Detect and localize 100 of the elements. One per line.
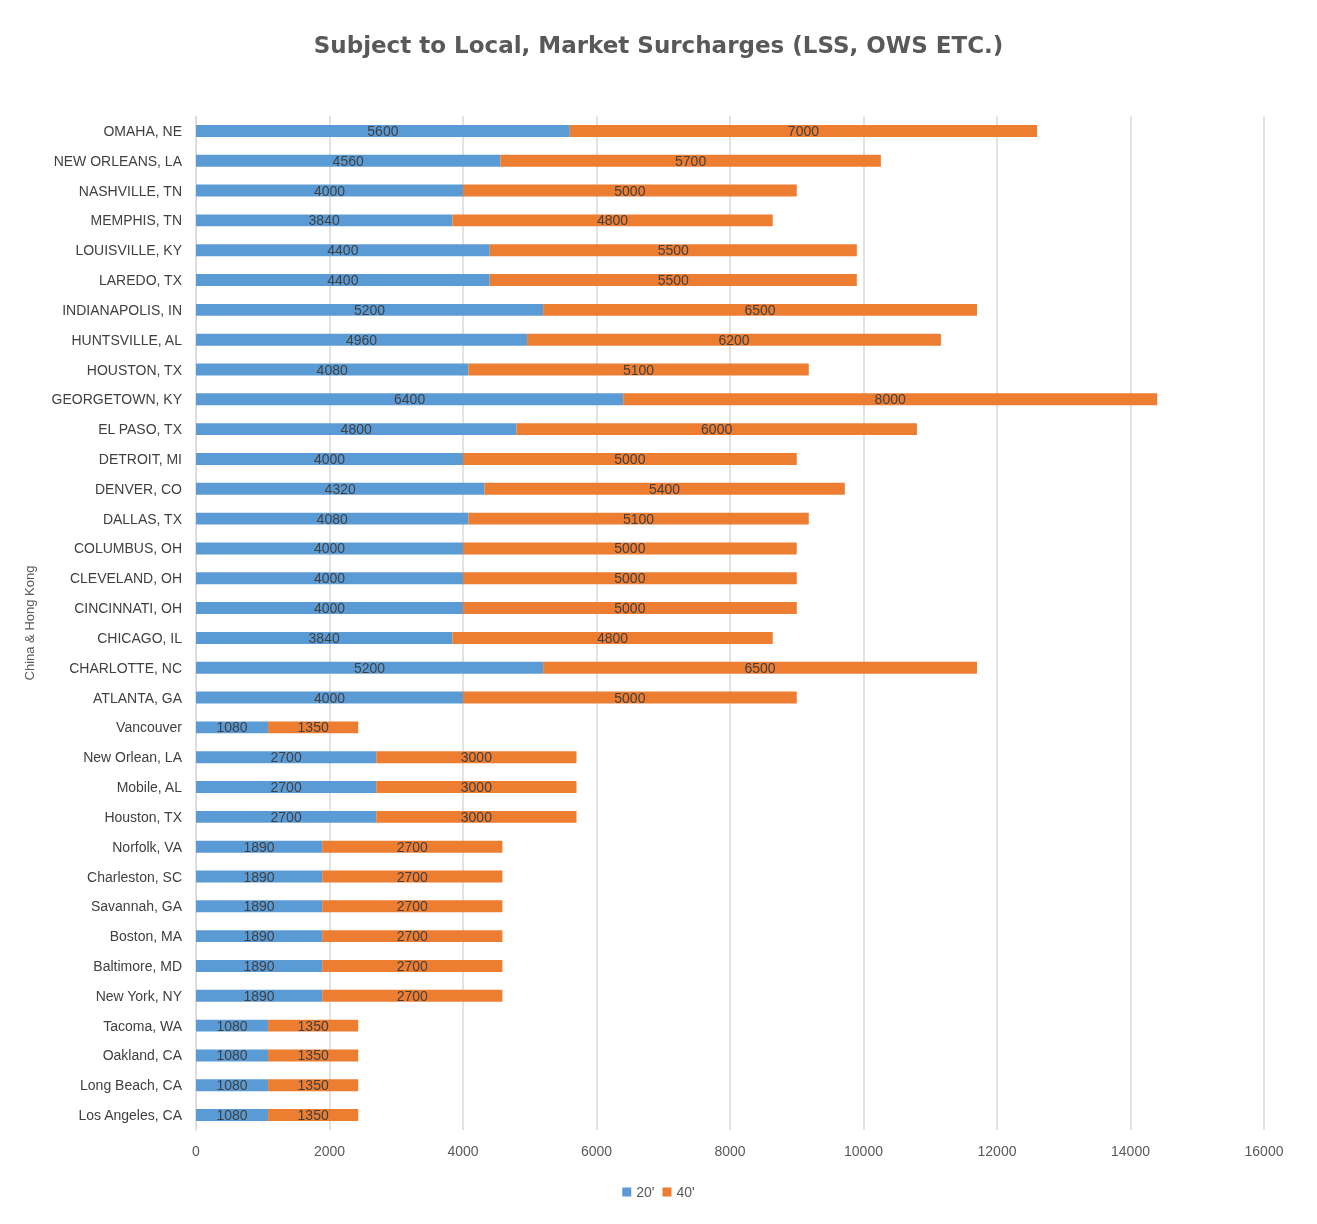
data-label: 4960 <box>345 331 378 348</box>
bar <box>484 482 845 495</box>
y-tick-label: CHARLOTTE, NC <box>69 659 182 676</box>
y-tick-label: Norfolk, VA <box>112 838 183 855</box>
bar <box>196 244 490 257</box>
data-label: 5600 <box>367 122 399 139</box>
data-label: 5000 <box>614 600 646 617</box>
y-tick-label: HUNTSVILLE, AL <box>71 331 183 348</box>
y-tick-label: CINCINNATI, OH <box>74 600 182 617</box>
y-tick-label: Charleston, SC <box>87 868 182 885</box>
data-label: 3000 <box>460 779 493 796</box>
y-tick-label: Houston, TX <box>104 808 183 825</box>
y-tick-label: Savannah, GA <box>90 898 183 915</box>
bar <box>322 960 503 972</box>
data-label: 5700 <box>675 152 707 169</box>
data-label: 5500 <box>657 242 690 259</box>
bar <box>196 810 377 823</box>
data-label: 2700 <box>396 987 429 1004</box>
y-tick-label: New Orlean, LA <box>83 749 183 766</box>
data-label: 5100 <box>622 361 655 378</box>
data-label: 4000 <box>313 600 346 617</box>
legend-label: 40' <box>676 1184 695 1200</box>
bar <box>516 423 917 436</box>
x-tick-label: 12000 <box>977 1143 1017 1159</box>
data-label: 5000 <box>614 689 646 706</box>
bar <box>376 810 577 823</box>
y-tick-label: CHICAGO, IL <box>97 629 183 646</box>
bar <box>196 512 469 525</box>
data-label: 3000 <box>460 808 493 825</box>
y-tick-label: Vancouver <box>116 719 183 736</box>
data-label: 6400 <box>394 391 426 408</box>
y-tick-label: EL PASO, TX <box>98 421 183 438</box>
data-label: 2700 <box>396 868 429 885</box>
data-label: 2700 <box>270 779 302 796</box>
bar <box>196 124 570 137</box>
x-tick-label: 0 <box>192 1143 201 1159</box>
y-tick-label: DALLAS, TX <box>102 510 183 527</box>
data-label: 4800 <box>596 629 629 646</box>
y-tick-label: Los Angeles, CA <box>78 1107 183 1124</box>
y-tick-label: OMAHA, NE <box>103 122 182 139</box>
bar <box>196 423 517 436</box>
data-label: 5200 <box>353 659 386 676</box>
data-label: 5500 <box>657 272 690 289</box>
bar <box>196 661 544 674</box>
data-label: 2700 <box>270 749 302 766</box>
data-label: 3000 <box>460 749 493 766</box>
bar <box>196 453 463 465</box>
data-label: 3840 <box>308 629 340 646</box>
bar <box>196 274 490 286</box>
y-tick-label: Tacoma, WA <box>103 1017 183 1034</box>
data-label: 1350 <box>297 719 329 736</box>
bar <box>196 214 453 227</box>
bar <box>569 124 1038 137</box>
data-label: 1890 <box>243 838 275 855</box>
y-axis-title: China & Hong Kong <box>22 565 37 681</box>
data-label: 4000 <box>313 689 346 706</box>
y-tick-label: Oakland, CA <box>102 1047 183 1064</box>
data-label: 1080 <box>216 719 248 736</box>
y-tick-label: HOUSTON, TX <box>86 361 183 378</box>
data-label: 2700 <box>396 928 429 945</box>
x-tick-label: 8000 <box>714 1143 746 1159</box>
data-label: 1080 <box>216 1077 248 1094</box>
data-label: 1890 <box>243 928 275 945</box>
y-tick-label: DENVER, CO <box>94 480 183 497</box>
data-label: 2700 <box>270 808 302 825</box>
bar <box>463 453 797 465</box>
y-tick-label: Mobile, AL <box>116 779 183 796</box>
bar <box>543 661 977 674</box>
y-tick-label: COLUMBUS, OH <box>73 540 182 557</box>
data-label: 6500 <box>744 301 776 318</box>
bar <box>196 751 377 764</box>
bar <box>463 691 797 704</box>
bar <box>196 572 463 585</box>
bar <box>452 214 773 227</box>
bar <box>196 303 544 316</box>
bar <box>489 274 857 286</box>
data-label: 1350 <box>297 1107 329 1124</box>
data-label: 4080 <box>316 510 348 527</box>
data-label: 5200 <box>353 301 386 318</box>
y-tick-label: NASHVILLE, TN <box>78 182 182 199</box>
data-label: 4000 <box>313 570 346 587</box>
y-tick-label: LAREDO, TX <box>99 272 183 289</box>
y-tick-label: ATLANTA, GA <box>93 689 183 706</box>
x-tick-label: 2000 <box>313 1143 346 1159</box>
bar <box>463 572 797 585</box>
y-tick-label: INDIANAPOLIS, IN <box>62 301 182 318</box>
y-tick-label: Baltimore, MD <box>93 957 182 974</box>
data-label: 1350 <box>297 1047 329 1064</box>
bar <box>196 184 463 197</box>
data-label: 4320 <box>324 480 356 497</box>
data-label: 8000 <box>874 391 906 408</box>
data-label: 1350 <box>297 1017 329 1034</box>
data-label: 2700 <box>396 838 429 855</box>
data-label: 4080 <box>316 361 348 378</box>
bar <box>623 393 1158 406</box>
y-tick-label: DETROIT, MI <box>98 450 182 467</box>
legend-label: 20' <box>636 1184 655 1200</box>
data-label: 4000 <box>313 540 346 557</box>
bar <box>489 244 857 257</box>
bar <box>322 989 503 1002</box>
